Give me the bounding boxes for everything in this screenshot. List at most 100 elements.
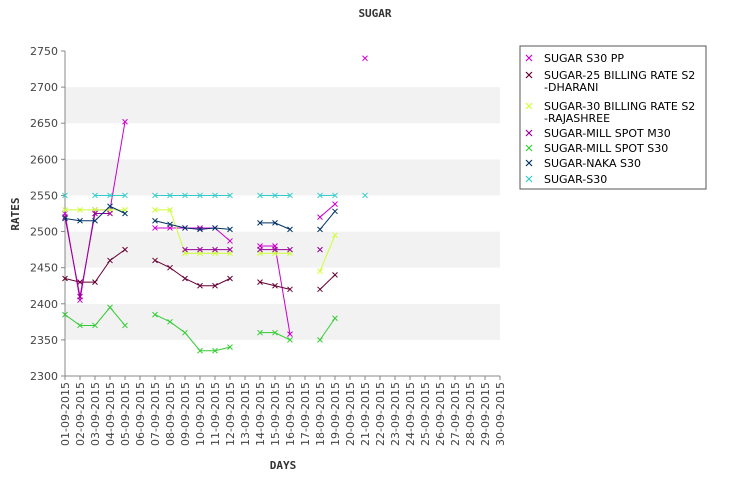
data-point bbox=[152, 257, 158, 264]
x-tick-label: 29-09-2015 bbox=[479, 382, 492, 446]
series-line bbox=[154, 314, 231, 352]
data-point bbox=[197, 347, 203, 354]
y-tick-label: 2700 bbox=[30, 81, 58, 94]
data-point bbox=[107, 192, 113, 199]
data-point bbox=[317, 214, 323, 220]
series-line bbox=[319, 317, 336, 341]
data-point bbox=[77, 322, 83, 329]
x-tick-label: 13-09-2015 bbox=[239, 382, 252, 446]
y-axis-title: RATES bbox=[9, 197, 22, 230]
data-point bbox=[167, 192, 173, 199]
x-tick-label: 16-09-2015 bbox=[284, 382, 297, 446]
data-point bbox=[107, 304, 113, 311]
data-point bbox=[152, 192, 158, 199]
legend-item: SUGAR-MILL SPOT S30 bbox=[525, 142, 668, 155]
x-tick-label: 24-09-2015 bbox=[404, 382, 417, 446]
x-tick-label: 20-09-2015 bbox=[344, 382, 357, 446]
grid-band bbox=[65, 339, 500, 376]
data-point bbox=[227, 344, 233, 350]
data-point bbox=[62, 192, 68, 199]
data-point bbox=[182, 225, 188, 231]
data-point bbox=[92, 322, 98, 329]
legend-item: SUGAR-30 BILLING RATE S2 -RAJASHREE bbox=[525, 100, 695, 125]
legend-label: SUGAR-S30 bbox=[544, 173, 607, 186]
data-point bbox=[332, 201, 338, 207]
legend-marker bbox=[525, 129, 533, 137]
x-tick-label: 14-09-2015 bbox=[254, 382, 267, 446]
data-point bbox=[362, 192, 368, 199]
legend-label: SUGAR-30 BILLING RATE S2 -RAJASHREE bbox=[544, 100, 695, 125]
legend-marker bbox=[525, 54, 533, 62]
legend-marker bbox=[525, 71, 533, 79]
legend-item: SUGAR-NAKA S30 bbox=[525, 157, 641, 170]
data-point bbox=[272, 282, 278, 289]
x-tick-label: 02-09-2015 bbox=[74, 382, 87, 446]
data-point bbox=[167, 318, 173, 325]
data-point bbox=[317, 286, 323, 293]
series-line bbox=[155, 209, 230, 254]
data-point bbox=[287, 337, 293, 343]
data-point bbox=[257, 220, 263, 226]
x-tick-label: 30-09-2015 bbox=[494, 382, 507, 446]
series-6 bbox=[62, 203, 338, 233]
data-point bbox=[317, 192, 323, 199]
x-tick-label: 17-09-2015 bbox=[299, 382, 312, 446]
grid-band bbox=[65, 51, 500, 88]
x-tick-label: 28-09-2015 bbox=[464, 382, 477, 446]
data-point bbox=[122, 246, 128, 253]
data-point bbox=[77, 207, 83, 213]
data-point bbox=[212, 225, 218, 231]
data-point bbox=[92, 210, 98, 217]
x-axis: 01-09-2015 02-09-2015 03-09-2015 04-09-2015… bbox=[59, 376, 507, 446]
x-tick-label: 12-09-2015 bbox=[224, 382, 237, 446]
y-tick-label: 2650 bbox=[30, 117, 58, 130]
data-point bbox=[197, 282, 203, 289]
data-point bbox=[332, 232, 338, 239]
y-tick-label: 2450 bbox=[30, 262, 58, 275]
x-tick-label: 07-09-2015 bbox=[149, 382, 162, 446]
legend-item: SUGAR-MILL SPOT M30 bbox=[525, 127, 671, 140]
series-line bbox=[154, 259, 231, 287]
grid-band bbox=[65, 303, 500, 340]
series-line bbox=[319, 234, 336, 272]
y-tick-label: 2300 bbox=[30, 370, 58, 383]
data-point bbox=[287, 226, 293, 233]
x-tick-label: 15-09-2015 bbox=[269, 382, 282, 446]
x-tick-label: 11-09-2015 bbox=[209, 382, 222, 446]
data-point bbox=[212, 282, 218, 289]
series-line bbox=[154, 220, 231, 230]
grid-band bbox=[65, 123, 500, 160]
legend-label: SUGAR-NAKA S30 bbox=[544, 157, 641, 170]
data-point bbox=[152, 225, 158, 231]
legend-marker bbox=[525, 175, 533, 183]
x-tick-label: 22-09-2015 bbox=[374, 382, 387, 446]
data-point bbox=[332, 208, 338, 215]
data-point bbox=[212, 347, 218, 354]
data-point bbox=[62, 215, 68, 222]
data-point bbox=[332, 272, 338, 278]
x-tick-label: 04-09-2015 bbox=[104, 382, 117, 446]
legend-label: SUGAR S30 PP bbox=[544, 52, 624, 65]
data-point bbox=[62, 207, 68, 213]
data-point bbox=[182, 192, 188, 199]
x-tick-label: 10-09-2015 bbox=[194, 382, 207, 446]
y-tick-label: 2500 bbox=[30, 226, 58, 239]
data-point bbox=[92, 192, 98, 199]
data-point bbox=[317, 246, 323, 253]
data-point bbox=[257, 246, 263, 253]
y-tick-label: 2750 bbox=[30, 45, 58, 58]
series-5 bbox=[62, 304, 338, 354]
data-point bbox=[77, 293, 83, 300]
x-tick-label: 06-09-2015 bbox=[134, 382, 147, 446]
series-layer bbox=[62, 55, 368, 354]
legend-item: SUGAR-S30 bbox=[525, 173, 607, 186]
data-point bbox=[227, 275, 233, 282]
grid-band bbox=[65, 87, 500, 124]
data-point bbox=[272, 329, 278, 336]
x-tick-label: 05-09-2015 bbox=[119, 382, 132, 446]
grid-band bbox=[65, 195, 500, 232]
grid-band bbox=[65, 159, 500, 196]
data-point bbox=[317, 268, 323, 275]
y-axis: 2300 2350 2400 2450 2500 2550 2600 2650 2700 2750 bbox=[30, 45, 65, 383]
x-tick-label: 18-09-2015 bbox=[314, 382, 327, 446]
